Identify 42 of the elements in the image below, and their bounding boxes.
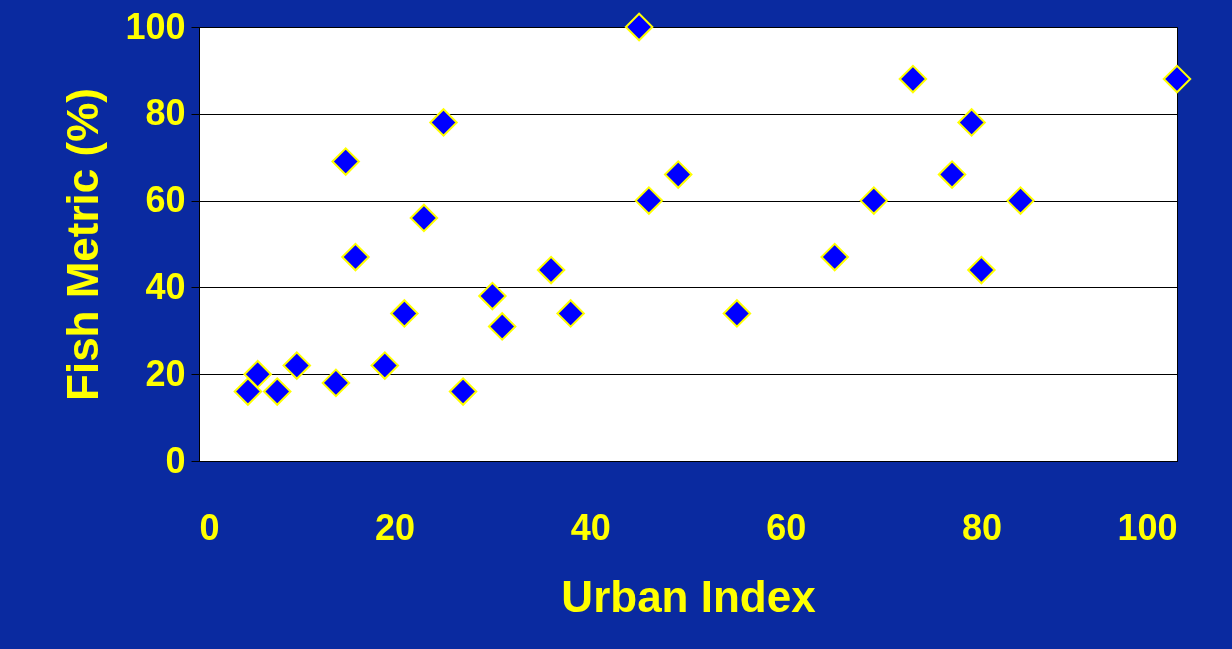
x-tick-label: 80 [961,506,1002,548]
y-tick-label: 0 [165,439,186,481]
point [409,203,439,233]
point [820,242,849,272]
y-tick-label: 20 [145,352,186,394]
point [722,299,752,328]
point [937,160,967,189]
point [957,108,986,137]
point [663,160,693,189]
x-tick-label: 40 [570,506,611,548]
point [370,351,400,380]
point [487,312,517,341]
y-tick-label: 100 [125,5,186,47]
y-tick-label: 40 [145,265,186,307]
point [448,377,478,406]
y-tick-label: 60 [145,179,186,221]
point [1006,186,1035,215]
point [556,299,585,328]
point [967,255,996,285]
point [429,108,458,137]
point [859,186,889,215]
point [263,377,292,406]
x-tick-label: 100 [1117,506,1178,548]
point [282,351,312,380]
x-tick-label: 60 [766,506,807,548]
point [321,368,351,398]
point [1162,64,1192,94]
x-tick-label: 0 [199,506,220,548]
x-axis-title: Urban Index [561,571,817,621]
y-axis-title: Fish Metric (%) [58,88,108,401]
point [536,255,566,285]
y-tick-label: 80 [145,92,186,134]
point [898,64,928,94]
point [478,281,507,311]
point [331,147,360,176]
x-tick-label: 20 [375,506,416,548]
point [233,377,263,406]
point [341,242,370,272]
point [390,299,419,328]
point [243,359,272,389]
point [634,186,664,215]
point [624,12,654,42]
